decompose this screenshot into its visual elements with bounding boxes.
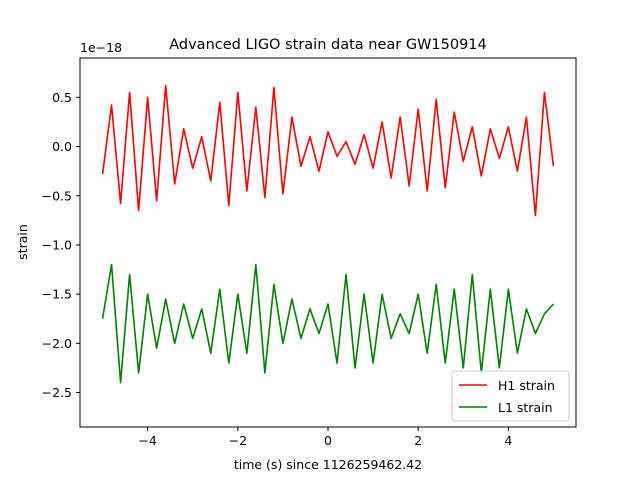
x-tick-label: −4 [138,433,156,448]
y-tick-label: 0.5 [52,90,72,105]
x-tick-label: 0 [324,433,332,448]
y-axis: 0.5 0.0 −0.5 −1.0 −1.5 −2.0 −2.5 [42,90,80,400]
series-line-l1 [101,263,555,384]
y-axis-label: strain [15,224,30,260]
y-tick-label: −2.5 [42,385,72,400]
legend-label-h1: H1 strain [498,378,555,393]
legend: H1 strain L1 strain [451,370,570,422]
x-tick-label: −2 [229,433,247,448]
y-tick-label: −1.5 [42,287,72,302]
x-tick-label: 4 [504,433,512,448]
x-axis-label: time (s) since 1126259462.42 [234,457,422,472]
y-tick-label: −0.5 [42,188,72,203]
legend-label-l1: L1 strain [498,400,553,415]
chart-title: Advanced LIGO strain data near GW150914 [169,37,487,53]
y-tick-label: 0.0 [52,139,72,154]
legend-box [451,370,570,422]
y-tick-label: −1.0 [42,237,72,252]
y-scale-note: 1e−18 [80,40,122,55]
x-axis: −4 −2 0 2 4 [138,427,512,448]
series-line-h1 [101,84,555,217]
y-tick-label: −2.0 [42,336,72,351]
series-layer [101,84,555,384]
x-tick-label: 2 [414,433,422,448]
